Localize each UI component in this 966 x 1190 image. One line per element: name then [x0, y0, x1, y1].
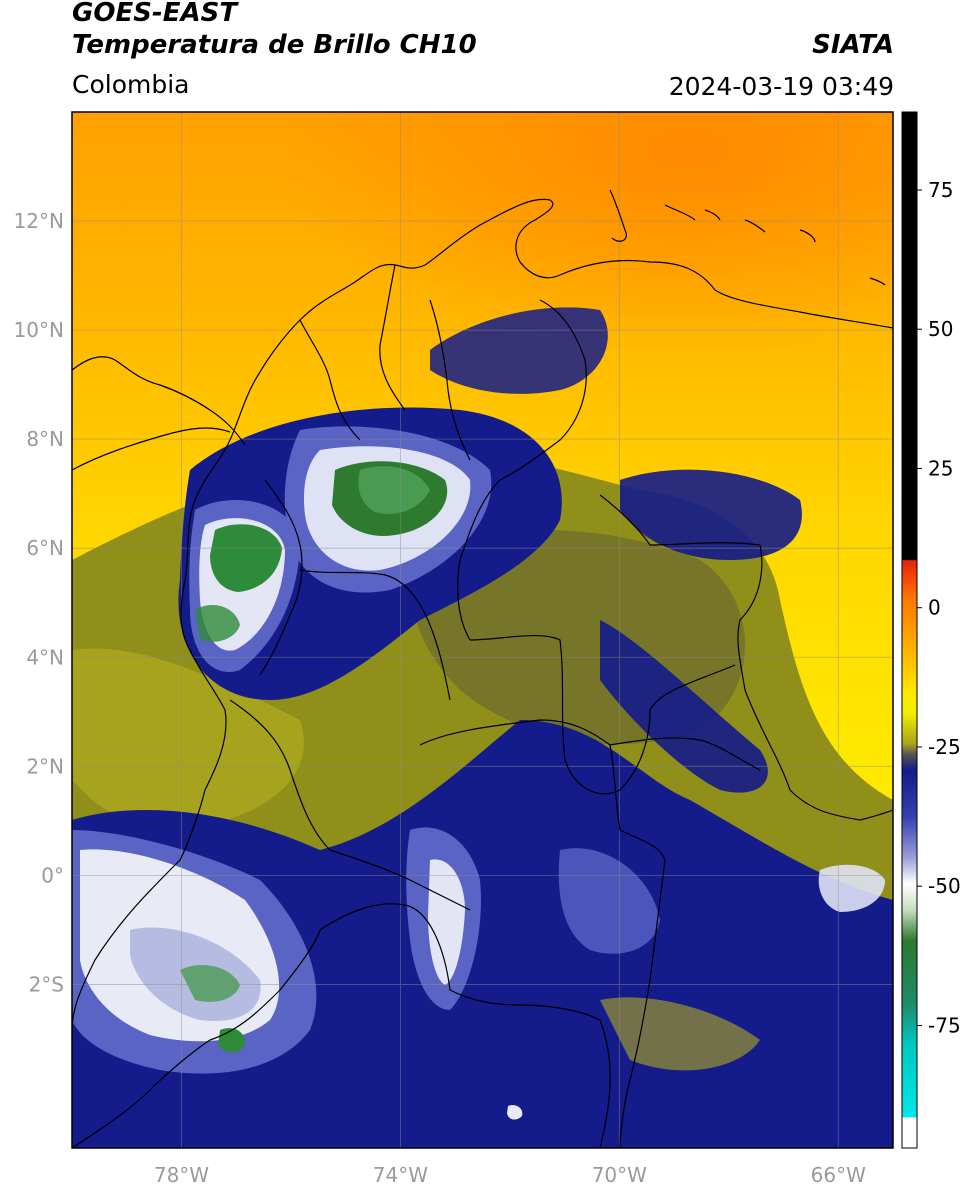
latitude-tick-label: 8°N	[26, 427, 64, 451]
brightness-temperature-field	[72, 112, 893, 1148]
colorbar-tick-label: -25	[928, 735, 961, 759]
latitude-tick-label: 10°N	[14, 318, 64, 342]
colorbar-tick-label: -75	[928, 1013, 961, 1037]
graticule	[72, 112, 893, 1148]
latitude-ticks: 12°N 10°N 8°N 6°N 4°N 2°N 0° 2°S	[14, 209, 64, 996]
longitude-tick-label: 78°W	[154, 1163, 209, 1187]
longitude-tick-label: 74°W	[373, 1163, 428, 1187]
colorbar-tick-label: 75	[928, 178, 953, 202]
colorbar-ticks: 75 50 25 0 -25 -50 -75	[917, 178, 961, 1037]
coastlines-and-borders	[72, 189, 893, 1148]
brand-label: SIATA	[812, 30, 894, 60]
product-title: Temperatura de Brillo CH10	[72, 30, 477, 60]
latitude-tick-label: 12°N	[14, 209, 64, 233]
latitude-tick-label: 0°	[41, 863, 64, 887]
timestamp-label: 2024-03-19 03:49	[668, 72, 894, 101]
longitude-tick-label: 70°W	[592, 1163, 647, 1187]
latitude-tick-label: 4°N	[26, 645, 64, 669]
longitude-tick-label: 66°W	[811, 1163, 866, 1187]
longitude-ticks: 78°W 74°W 70°W 66°W	[154, 1163, 866, 1187]
satellite-title: GOES-EAST	[72, 0, 238, 28]
colorbar-tick-label: 25	[928, 456, 953, 480]
latitude-tick-label: 2°N	[26, 754, 64, 778]
latitude-tick-label: 6°N	[26, 536, 64, 560]
map-frame	[71, 111, 894, 1149]
colorbar: 75 50 25 0 -25 -50 -75	[901, 111, 961, 1149]
colorbar-tick-label: -50	[928, 874, 961, 898]
latitude-tick-label: 2°S	[29, 972, 64, 996]
colorbar-tick-label: 0	[928, 596, 941, 620]
region-label: Colombia	[72, 70, 190, 99]
colorbar-tick-label: 50	[928, 317, 953, 341]
